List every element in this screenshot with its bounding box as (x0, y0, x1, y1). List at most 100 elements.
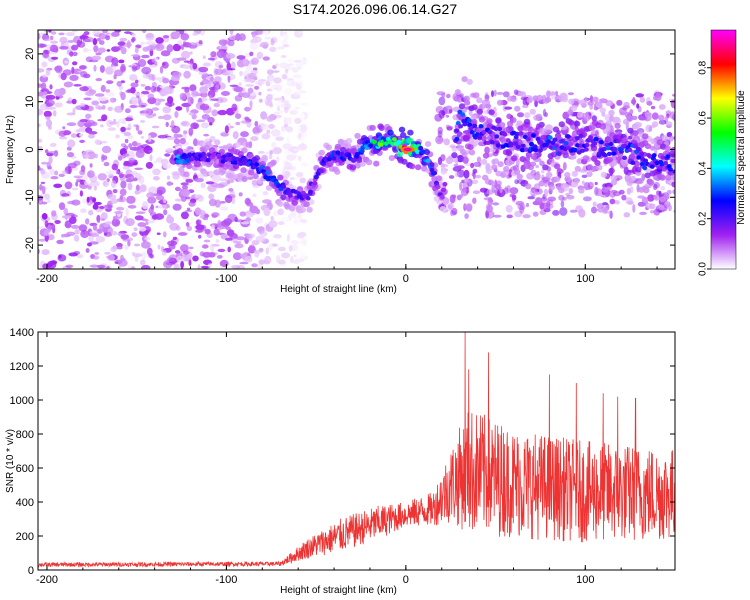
noise-blob (91, 100, 99, 106)
noise-blob (650, 105, 656, 110)
noise-blob (130, 171, 138, 176)
noise-blob (240, 221, 250, 225)
noise-blob (49, 142, 57, 147)
noise-blob (445, 114, 450, 118)
noise-blob (222, 40, 230, 45)
noise-blob (484, 146, 490, 154)
noise-blob (224, 195, 233, 204)
noise-blob (269, 46, 277, 52)
noise-blob (251, 240, 260, 246)
noise-blob (94, 139, 101, 145)
noise-blob (238, 33, 246, 41)
noise-blob (127, 204, 137, 209)
noise-blob (646, 97, 651, 105)
signal-blob (486, 118, 493, 125)
noise-blob (176, 134, 183, 138)
noise-blob (214, 68, 224, 75)
signal-blob (423, 149, 431, 155)
noise-blob (221, 91, 230, 96)
noise-blob (675, 187, 682, 196)
noise-blob (38, 68, 45, 73)
signal-blob (563, 140, 569, 146)
noise-blob (75, 181, 79, 187)
noise-blob (217, 248, 226, 253)
signal-blob (494, 134, 500, 139)
noise-blob (213, 102, 220, 108)
signal-blob (622, 155, 627, 160)
noise-blob (275, 136, 284, 141)
noise-blob (666, 189, 672, 195)
noise-blob (637, 201, 646, 207)
noise-blob (166, 175, 171, 180)
noise-blob (240, 131, 249, 138)
noise-blob (158, 77, 163, 83)
noise-blob (260, 124, 270, 130)
signal-blob (505, 150, 513, 157)
noise-blob (560, 200, 565, 208)
noise-blob (527, 196, 535, 200)
noise-blob (258, 98, 263, 103)
noise-blob (251, 263, 258, 268)
noise-blob (141, 66, 152, 75)
noise-blob (226, 229, 235, 237)
signal-blob (605, 146, 611, 151)
signal-blob (586, 171, 593, 178)
noise-blob (174, 186, 181, 192)
signal-blob (636, 155, 642, 160)
noise-blob (293, 254, 297, 258)
noise-blob (165, 121, 169, 128)
noise-blob (270, 215, 274, 222)
noise-blob (92, 225, 98, 231)
signal-blob (341, 157, 347, 162)
noise-blob (45, 116, 51, 120)
noise-blob (78, 126, 87, 133)
noise-blob (180, 33, 190, 41)
noise-blob (506, 113, 513, 120)
noise-blob (96, 264, 106, 269)
signal-blob (608, 141, 614, 147)
noise-blob (203, 213, 209, 218)
noise-blob (117, 259, 128, 267)
noise-blob (283, 33, 289, 41)
noise-blob (286, 80, 297, 88)
noise-blob (224, 125, 229, 134)
signal-blob (672, 169, 675, 174)
noise-blob (144, 236, 151, 241)
noise-blob (616, 99, 623, 106)
noise-blob (258, 91, 262, 96)
signal-blob (440, 167, 448, 174)
noise-blob (166, 44, 174, 53)
signal-blob (435, 175, 442, 182)
noise-blob (459, 181, 463, 191)
noise-blob (494, 184, 502, 190)
noise-blob (280, 55, 287, 58)
noise-blob (252, 193, 257, 198)
noise-blob (226, 62, 232, 71)
noise-blob (448, 175, 455, 179)
noise-blob (300, 102, 309, 106)
noise-blob (77, 120, 85, 127)
noise-blob (157, 115, 164, 120)
noise-blob (217, 220, 222, 228)
signal-blob (488, 109, 495, 116)
noise-blob (182, 64, 192, 69)
noise-blob (541, 169, 545, 174)
noise-blob (125, 178, 134, 183)
noise-blob (506, 214, 513, 219)
noise-blob (155, 195, 165, 201)
signal-blob (598, 140, 604, 145)
noise-blob (505, 204, 513, 213)
noise-blob (508, 169, 513, 178)
noise-blob (445, 156, 453, 165)
noise-blob (245, 107, 253, 111)
signal-blob (538, 180, 545, 187)
signal-blob (229, 174, 237, 181)
noise-blob (71, 187, 79, 191)
noise-blob (95, 105, 101, 110)
signal-blob (420, 149, 426, 154)
signal-blob (594, 160, 601, 166)
signal-blob (429, 162, 435, 167)
noise-blob (48, 30, 52, 33)
signal-blob (378, 125, 385, 131)
colorbar-tick-label: 0.6 (698, 111, 709, 125)
